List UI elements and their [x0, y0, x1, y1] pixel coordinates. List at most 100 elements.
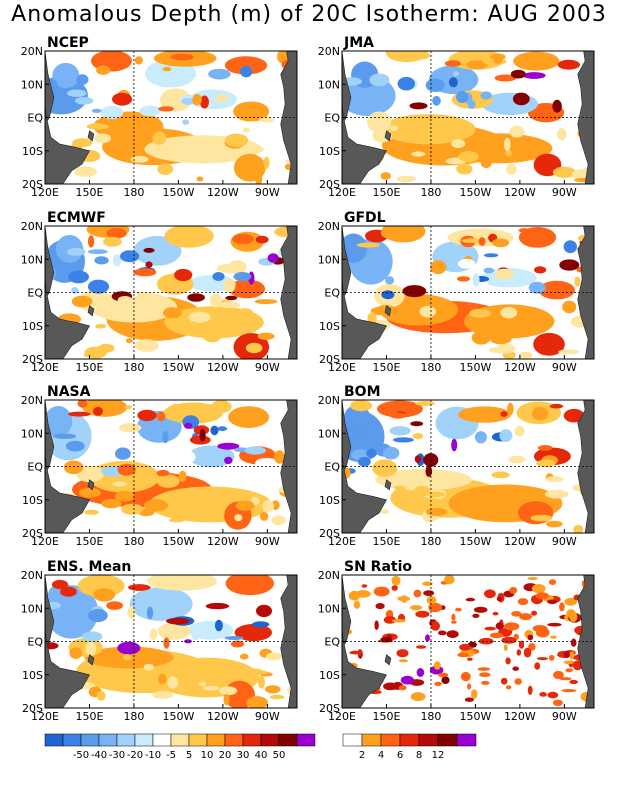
anomaly-contour	[492, 238, 510, 248]
anomaly-contour	[376, 400, 423, 418]
sn-contour	[423, 590, 435, 596]
anomaly-contour	[456, 91, 469, 103]
anomaly-contour	[364, 94, 380, 108]
anomaly-contour	[120, 250, 140, 263]
anomaly-contour	[88, 235, 95, 248]
sn-contour	[464, 697, 474, 702]
anomaly-contour	[223, 694, 230, 706]
x-tick-label: 120W	[207, 535, 239, 548]
anomaly-contour	[411, 151, 426, 157]
x-tick-label: 150W	[459, 186, 491, 199]
anomaly-contour	[202, 686, 220, 691]
anomaly-contour	[343, 404, 371, 437]
anomaly-contour	[91, 108, 102, 113]
anomaly-contour	[394, 485, 406, 491]
anomaly-contour	[121, 503, 144, 515]
colorbar-label: -5	[166, 750, 176, 761]
sn-contour	[565, 668, 573, 673]
x-tick-label: 180	[420, 535, 441, 548]
anomaly-contour	[425, 508, 448, 516]
anomaly-contour	[496, 343, 516, 354]
anomaly-contour	[563, 408, 585, 423]
anomaly-contour	[133, 268, 157, 277]
sn-contour	[460, 671, 471, 682]
y-tick-label: 20N	[21, 569, 43, 582]
anomaly-contour	[534, 266, 547, 274]
panel-field	[342, 400, 594, 533]
y-tick-label: 20N	[318, 45, 340, 58]
sn-contour	[357, 649, 362, 656]
anomaly-contour	[474, 431, 487, 444]
land-mass	[45, 628, 90, 708]
anomaly-contour	[112, 92, 133, 106]
anomaly-contour	[184, 639, 192, 644]
anomaly-contour	[549, 403, 564, 409]
sn-contour	[570, 638, 577, 647]
anomaly-contour	[518, 228, 530, 233]
anomaly-contour	[236, 308, 255, 322]
sn-contour	[548, 654, 555, 661]
sn-contour	[531, 610, 538, 616]
anomaly-contour	[513, 51, 560, 71]
anomaly-contour	[143, 247, 155, 253]
anomaly-contour	[483, 491, 501, 498]
anomaly-contour	[87, 279, 110, 294]
sn-contour	[500, 677, 508, 685]
sn-contour	[561, 689, 577, 693]
anomaly-contour	[225, 295, 238, 301]
anomaly-contour	[491, 471, 510, 479]
anomaly-contour	[425, 78, 445, 92]
anomaly-contour	[106, 227, 127, 239]
anomaly-contour	[94, 256, 109, 265]
land-mass	[45, 400, 55, 474]
anomaly-contour	[244, 446, 266, 455]
anomaly-contour	[367, 111, 392, 133]
anomaly-contour	[356, 242, 380, 248]
anomaly-contour	[494, 268, 514, 280]
sn-contour	[425, 634, 430, 642]
anomaly-contour	[158, 673, 167, 685]
anomaly-contour	[87, 249, 108, 255]
land-mass	[384, 654, 392, 666]
anomaly-contour	[263, 156, 270, 169]
sn-contour	[548, 579, 557, 585]
anomaly-contour	[471, 330, 491, 345]
x-tick-label: 120E	[31, 186, 59, 199]
anomaly-contour	[74, 166, 97, 177]
sn-contour	[459, 643, 471, 651]
anomaly-contour	[545, 476, 565, 483]
anomaly-contour	[134, 339, 159, 352]
anomaly-contour	[145, 261, 153, 268]
y-tick-label: 20N	[318, 220, 340, 233]
colorbar-swatch	[242, 733, 262, 747]
anomaly-contour	[205, 602, 230, 610]
anomaly-contour	[100, 105, 124, 120]
anomaly-contour	[78, 487, 101, 498]
y-tick-label: 10N	[318, 427, 340, 440]
colorbar-label: 50	[273, 750, 286, 761]
anomaly-contour	[382, 446, 400, 460]
anomaly-contour	[260, 80, 274, 88]
x-tick-label: 120W	[207, 710, 239, 723]
page-title: Anomalous Depth (m) of 20C Isotherm: AUG…	[11, 2, 607, 27]
anomaly-contour	[202, 329, 222, 343]
sn-colorbar: 2 4 6 8 12	[342, 733, 477, 761]
anomaly-contour	[149, 628, 158, 641]
anomaly-contour	[483, 253, 499, 258]
sn-contour	[536, 657, 549, 661]
sn-contour	[473, 606, 488, 613]
anomaly-contour	[457, 258, 476, 269]
x-tick-label: 180	[123, 186, 144, 199]
sn-contour	[383, 616, 397, 624]
x-tick-label: 150E	[372, 186, 400, 199]
anomaly-contour	[537, 445, 553, 451]
anomaly-contour	[197, 506, 216, 514]
anomaly-contour	[536, 459, 556, 468]
colorbar-swatch	[134, 733, 154, 747]
anomaly-contour	[448, 77, 458, 88]
sn-contour	[528, 643, 536, 651]
anomaly-contour	[129, 587, 193, 621]
anomaly-contour	[396, 175, 416, 183]
anomaly-contour	[427, 491, 445, 498]
x-tick-label: 120E	[328, 710, 356, 723]
